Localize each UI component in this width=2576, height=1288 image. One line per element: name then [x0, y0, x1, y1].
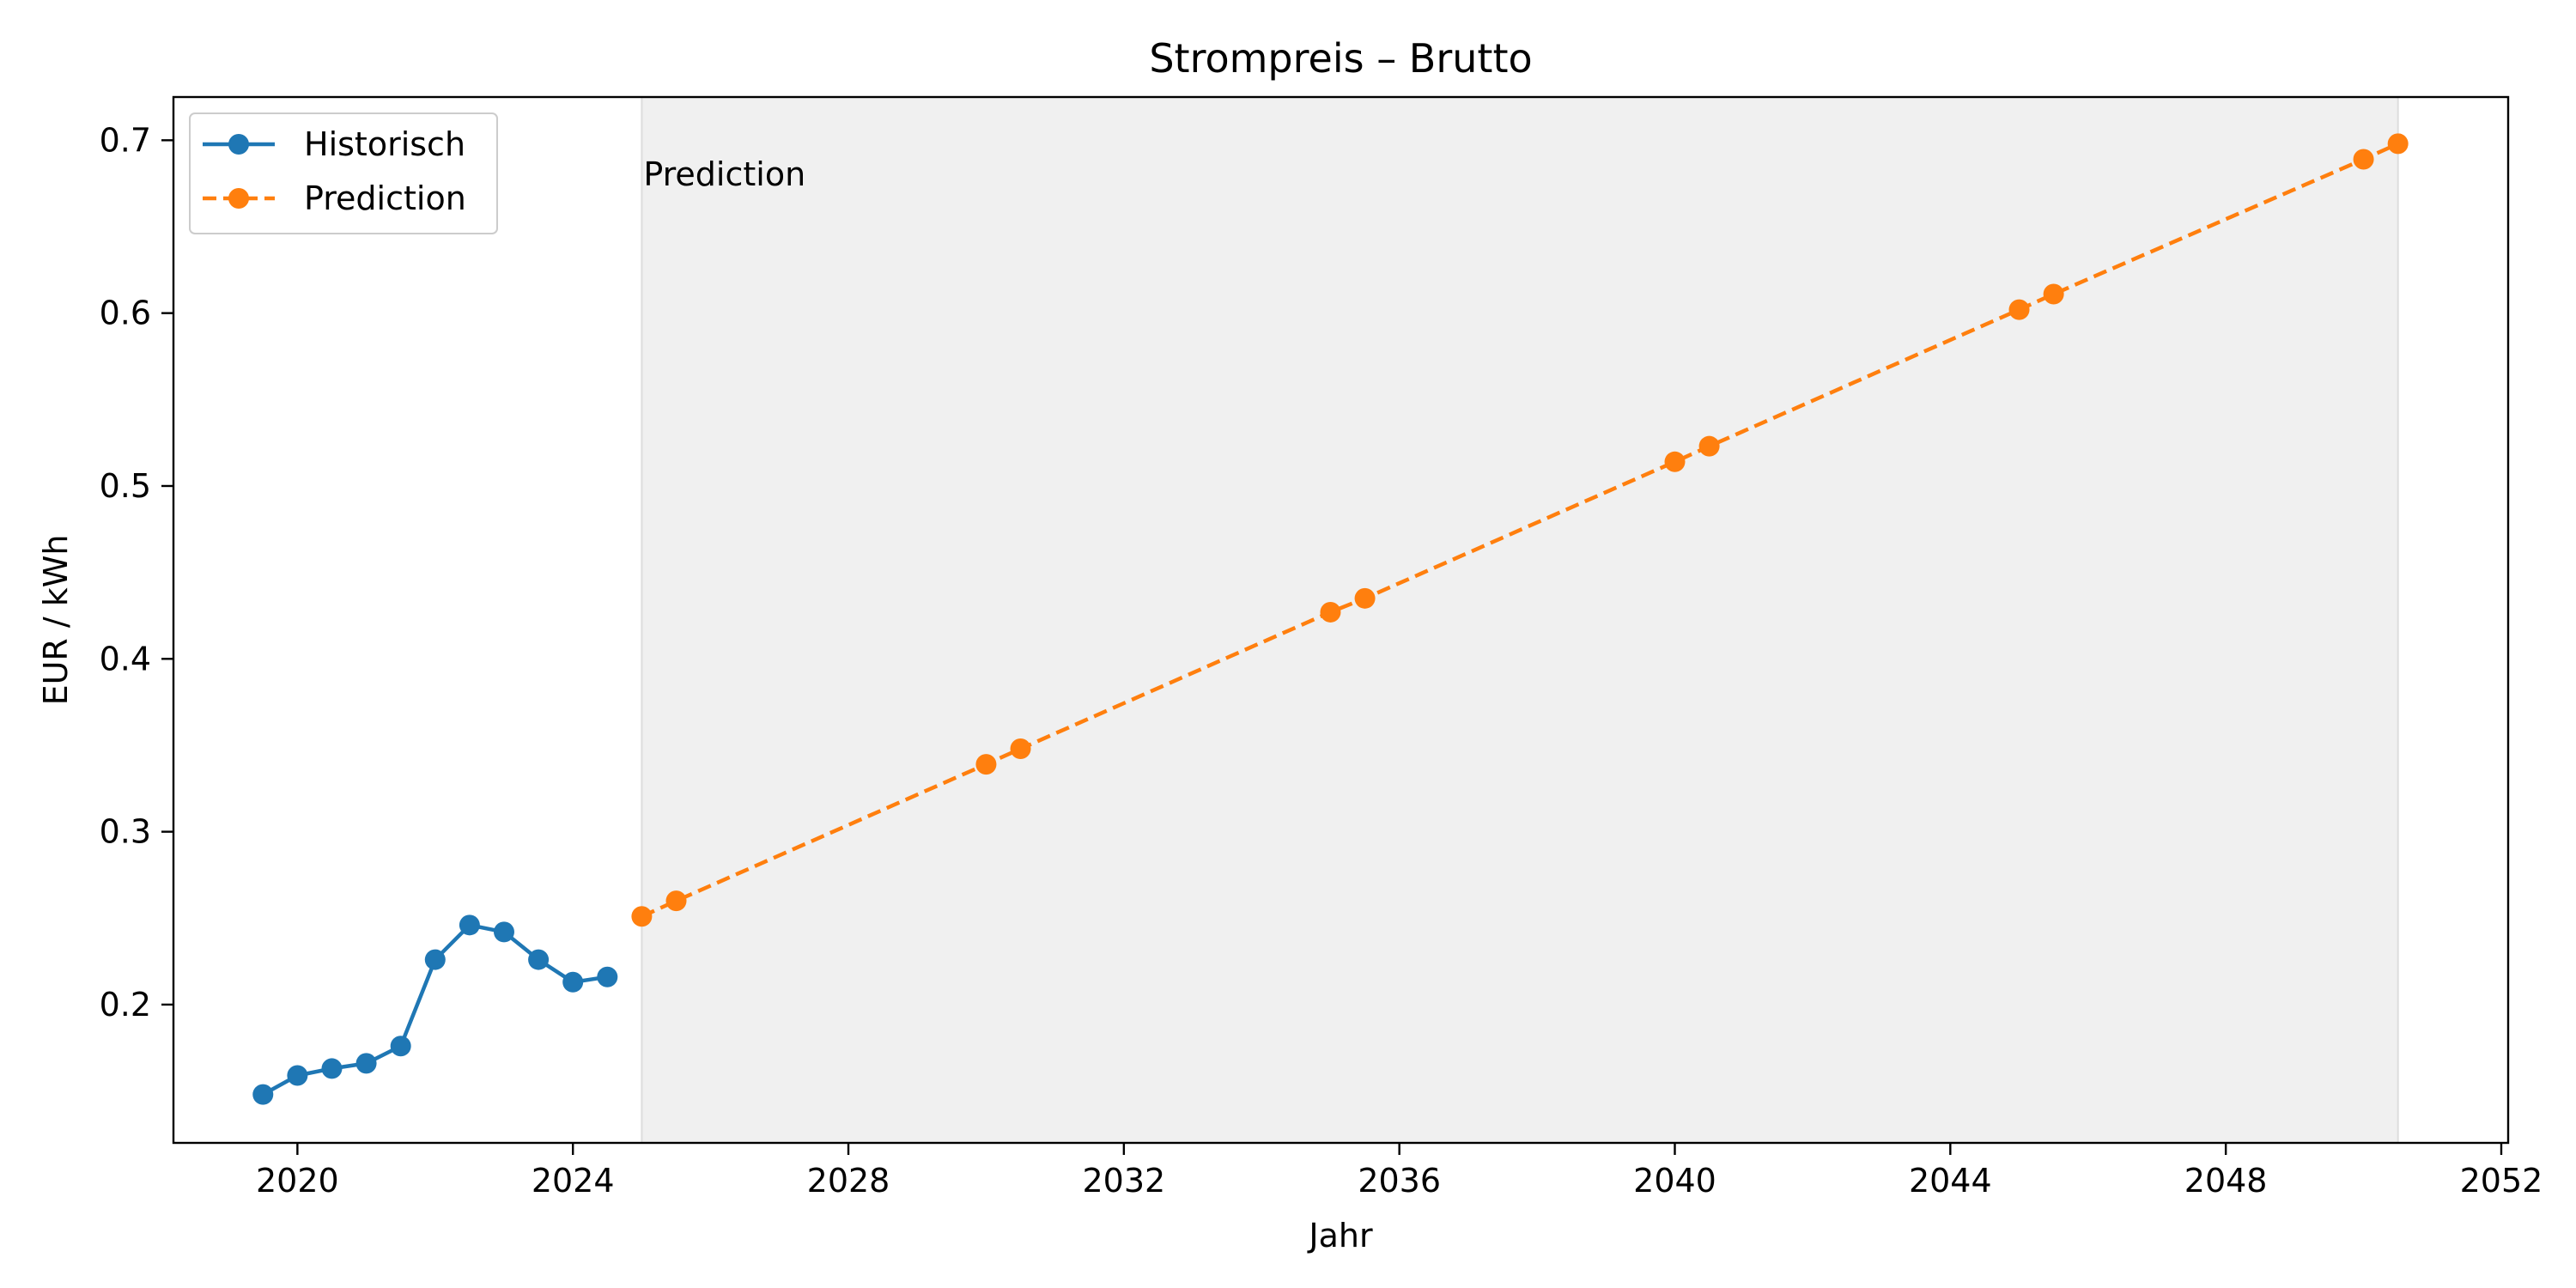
x-tick-label: 2040	[1633, 1162, 1716, 1200]
y-tick-label: 0.7	[100, 121, 151, 159]
y-tick-label: 0.2	[100, 986, 151, 1024]
series-0	[252, 914, 618, 1105]
y-tick-label: 0.5	[100, 467, 151, 505]
y-tick-label: 0.6	[100, 295, 151, 332]
shaded-region-layer	[641, 96, 2399, 1144]
data-point	[631, 906, 653, 927]
series-line	[641, 142, 2399, 919]
data-point	[597, 966, 618, 987]
data-point	[2387, 133, 2409, 155]
data-point	[2008, 299, 2030, 320]
x-tick-label: 2024	[532, 1162, 615, 1200]
data-point	[1698, 435, 1720, 457]
data-point	[390, 1036, 411, 1057]
series-1	[631, 133, 2409, 927]
data-point	[493, 921, 514, 943]
y-tick-label: 0.4	[100, 640, 151, 677]
series-layer	[252, 133, 2409, 1105]
x-tick-label: 2028	[807, 1162, 890, 1200]
prediction-shaded-region	[641, 96, 2399, 1144]
data-point	[665, 890, 687, 912]
legend-items: Historisch Prediction	[203, 125, 466, 217]
legend-label-0: Historisch	[304, 125, 465, 163]
data-point	[459, 914, 480, 936]
data-point	[321, 1058, 343, 1079]
data-point	[528, 949, 550, 970]
data-point	[975, 754, 997, 775]
y-axis-label: EUR / kWh	[37, 535, 75, 706]
legend-label-1: Prediction	[304, 179, 466, 217]
x-tick-label: 2052	[2460, 1162, 2543, 1200]
plot-frame	[172, 95, 2510, 1145]
data-point	[252, 1084, 274, 1105]
x-tick-label: 2032	[1082, 1162, 1165, 1200]
x-tick-label: 2020	[256, 1162, 339, 1200]
x-tick-label: 2048	[2184, 1162, 2268, 1200]
data-point	[2043, 283, 2064, 305]
data-point	[1010, 738, 1031, 759]
data-point	[424, 949, 446, 970]
data-point	[1354, 587, 1376, 609]
x-tick-label: 2036	[1358, 1162, 1441, 1200]
x-axis-ticks: 2020 2024 2028 2032 2036 2040 2044 2048 2052	[256, 1143, 2543, 1200]
x-axis-label: Jahr	[1307, 1217, 1373, 1255]
chart-title: Strompreis – Brutto	[1149, 35, 1532, 82]
data-point	[1320, 601, 1341, 623]
data-point	[562, 971, 584, 993]
x-tick-label: 2044	[1909, 1162, 1992, 1200]
data-point	[2353, 149, 2374, 170]
legend-marker-1	[228, 188, 249, 209]
y-axis-ticks: 0.2 0.3 0.4 0.5 0.6 0.7	[100, 121, 173, 1024]
data-point	[287, 1065, 308, 1086]
legend-marker-0	[228, 134, 249, 155]
data-point	[1664, 451, 1686, 472]
y-tick-label: 0.3	[100, 813, 151, 851]
legend: Historisch Prediction	[189, 112, 498, 234]
data-point	[355, 1053, 377, 1074]
prediction-annotation: Prediction	[643, 155, 805, 193]
